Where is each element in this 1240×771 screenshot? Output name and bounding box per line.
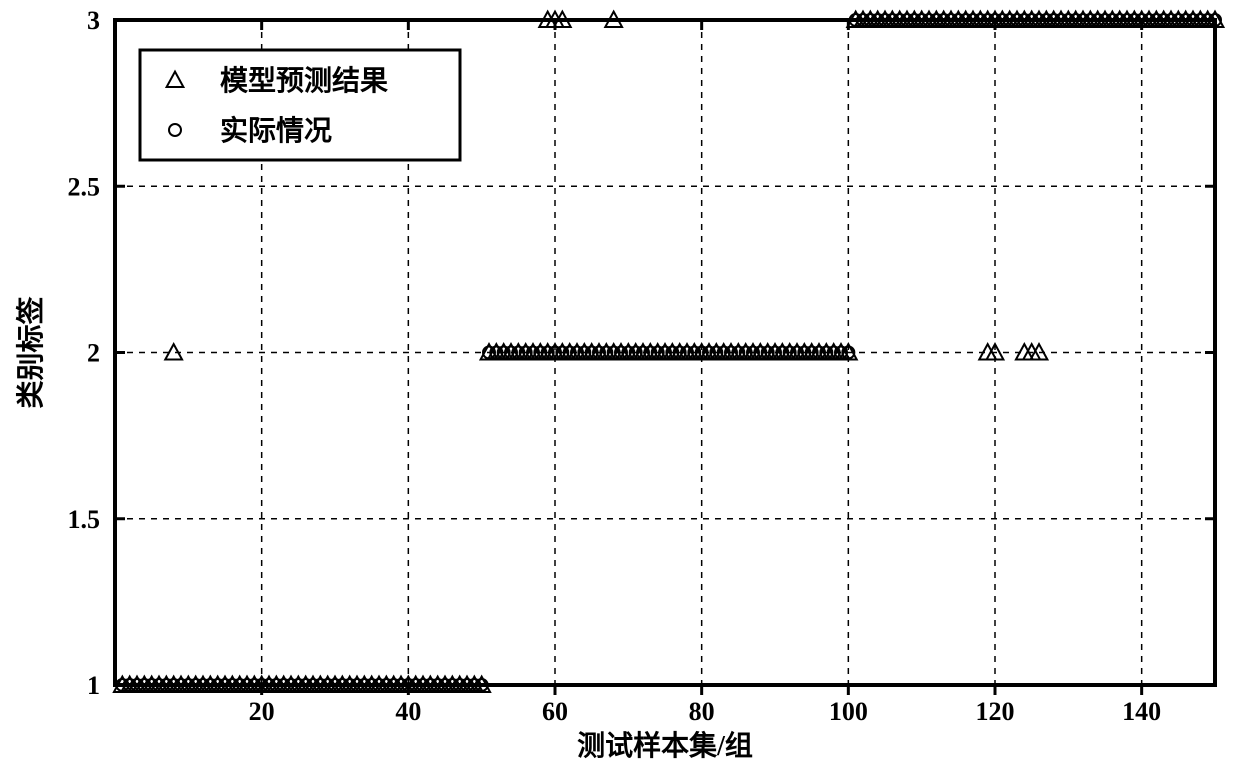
- y-tick-label: 3: [87, 6, 100, 35]
- x-tick-label: 120: [976, 697, 1015, 726]
- x-tick-label: 20: [249, 697, 275, 726]
- y-tick-label: 2: [87, 339, 100, 368]
- legend-label: 实际情况: [220, 114, 332, 147]
- y-tick-label: 2.5: [68, 172, 101, 201]
- x-tick-label: 60: [542, 697, 568, 726]
- y-axis-label: 类别标签: [14, 296, 47, 408]
- x-tick-label: 80: [689, 697, 715, 726]
- y-tick-label: 1.5: [68, 505, 101, 534]
- legend-label: 模型预测结果: [220, 65, 388, 97]
- legend: 模型预测结果实际情况: [140, 50, 460, 160]
- chart-container: 20 40 60 80 100 120 140 1 1.5 2 2.5 3 测试样本集/组 类别标签 模型预…: [0, 0, 1240, 771]
- x-axis-label: 测试样本集/组: [577, 729, 753, 762]
- y-tick-label: 1: [87, 671, 100, 700]
- scatter-chart: 20 40 60 80 100 120 140 1 1.5 2 2.5 3 测试样本集/组 类别标签 模型预…: [0, 0, 1240, 771]
- x-tick-label: 140: [1122, 697, 1161, 726]
- x-tick-label: 40: [395, 697, 421, 726]
- x-tick-label: 100: [829, 697, 868, 726]
